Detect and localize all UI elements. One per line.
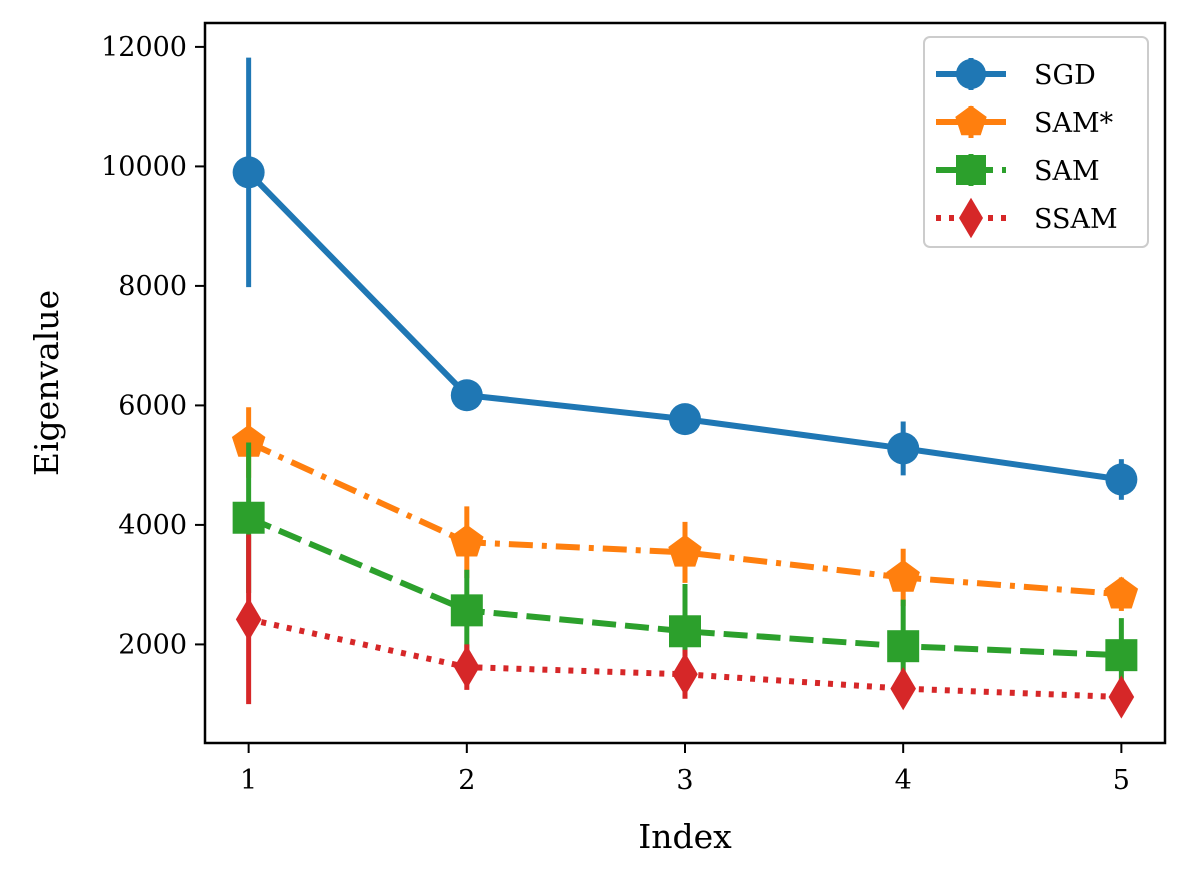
legend-marker-sgd — [956, 59, 986, 89]
data-point-sam — [231, 424, 266, 457]
data-point-sgd — [450, 379, 483, 412]
data-point-sgd — [887, 432, 920, 465]
x-tick-label: 1 — [240, 765, 257, 796]
legend: SGD SAM* SAM SSAM — [923, 36, 1149, 248]
legend-marker-ssam — [959, 197, 983, 239]
legend-label-sam: SAM — [1034, 156, 1100, 187]
legend-box — [923, 36, 1149, 248]
x-axis-label: Index — [638, 817, 732, 856]
data-point-ssam — [1108, 675, 1135, 719]
x-tick-label: 3 — [676, 765, 693, 796]
legend-marker-sam — [955, 105, 987, 136]
data-point-ssam — [454, 645, 480, 689]
data-point-sam — [668, 534, 702, 567]
y-tick-label: 8000 — [118, 271, 187, 302]
y-tick-label: 4000 — [118, 510, 187, 541]
axes-layer: 1 2 3 4 5 2000 4000 6000 8000 10000 12000 — [101, 21, 1167, 796]
data-point-sgd — [669, 403, 701, 436]
series-layer — [231, 57, 1139, 719]
y-tick-label: 2000 — [118, 629, 187, 660]
y-tick-label: 10000 — [101, 151, 187, 182]
data-point-sgd — [232, 156, 265, 189]
x-tick-label: 2 — [458, 765, 475, 796]
series-sgd — [232, 57, 1138, 500]
y-axis-label: Eigenvalue — [27, 290, 66, 476]
legend-label-ssam: SSAM — [1034, 204, 1118, 235]
data-point-sam — [1105, 639, 1138, 672]
data-point-sam — [669, 615, 701, 648]
data-point-sam — [1104, 576, 1139, 609]
data-point-ssam — [235, 597, 262, 641]
data-point-sam — [450, 524, 484, 557]
series-ssam — [235, 534, 1135, 719]
data-point-sam — [450, 594, 483, 627]
data-point-sam — [886, 559, 920, 592]
y-tick-label: 6000 — [118, 390, 187, 421]
x-tick-label: 4 — [895, 765, 912, 796]
data-point-sam — [887, 630, 920, 663]
y-tick-label: 12000 — [101, 32, 187, 63]
data-point-ssam — [672, 652, 698, 696]
x-tick-label: 5 — [1113, 765, 1130, 796]
legend-label-sam: SAM* — [1034, 108, 1114, 139]
series-line-sam — [247, 514, 1122, 659]
data-point-ssam — [890, 667, 916, 711]
legend-label-sgd: SGD — [1034, 60, 1096, 91]
data-point-sam — [232, 501, 265, 534]
legend-marker-sam — [956, 155, 986, 185]
data-point-sgd — [1105, 463, 1138, 496]
